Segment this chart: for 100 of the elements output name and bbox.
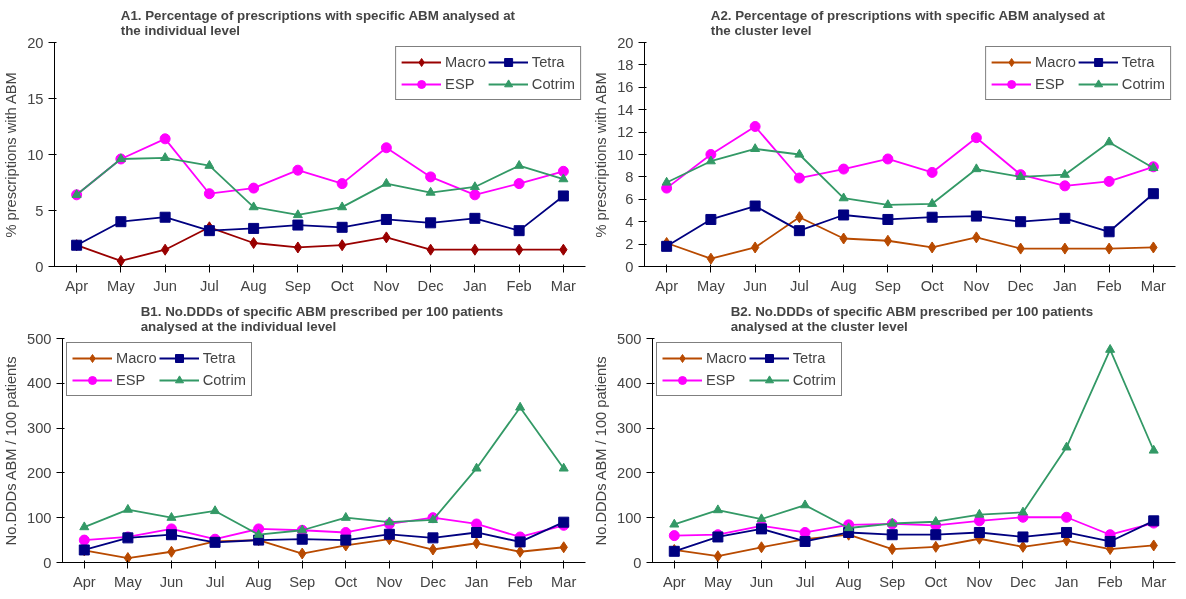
y-tick-label: 400 (617, 375, 642, 392)
legend-label: ESP (445, 76, 475, 92)
y-tick-label: 0 (625, 258, 634, 275)
y-axis-title: No.DDDs ABM / 100 patients (3, 356, 20, 546)
x-tick-label: Jun (743, 277, 767, 294)
legend-label: Tetra (202, 350, 236, 366)
x-tick-label: Jan (1053, 277, 1077, 294)
y-tick-label: 8 (625, 168, 634, 185)
x-tick-label: Jan (463, 277, 487, 294)
x-tick-label: Sep (284, 277, 311, 294)
x-tick-label: Aug (835, 573, 862, 590)
y-tick-label: 20 (27, 34, 44, 51)
y-axis-title: % prescriptions with ABM (593, 72, 610, 238)
y-axis-title: No.DDDs ABM / 100 patients (593, 356, 610, 546)
x-tick-label: Dec (1009, 573, 1036, 590)
x-tick-label: Jun (159, 573, 184, 590)
y-tick-label: 10 (27, 146, 44, 163)
x-tick-label: Mar (1141, 573, 1167, 590)
legend-label: ESP (116, 372, 146, 388)
y-tick-label: 500 (27, 330, 52, 347)
x-tick-label: May (114, 573, 143, 590)
x-tick-label: Oct (924, 573, 948, 590)
y-tick-label: 18 (617, 56, 634, 73)
y-tick-label: 15 (27, 90, 44, 107)
legend-label: Cotrim (1121, 76, 1165, 92)
x-tick-label: May (697, 277, 726, 294)
legend-label: Macro (445, 54, 486, 70)
x-tick-label: Aug (830, 277, 857, 294)
legend-label: ESP (706, 372, 736, 388)
x-tick-label: Feb (1097, 573, 1123, 590)
x-tick-label: Apr (72, 573, 96, 590)
y-tick-label: 100 (27, 509, 52, 526)
y-tick-label: 6 (625, 191, 634, 208)
legend-label: Macro (706, 350, 747, 366)
x-tick-label: Apr (655, 277, 679, 294)
x-tick-label: Oct (330, 277, 354, 294)
x-tick-label: Mar (1140, 277, 1167, 294)
x-tick-label: Dec (417, 277, 444, 294)
x-tick-label: Oct (334, 573, 358, 590)
legend-label: Tetra (792, 350, 826, 366)
x-tick-label: Aug (240, 277, 267, 294)
x-tick-label: Mar (550, 277, 577, 294)
chart-title: B2. No.DDDs of specific ABM prescribed per 100 patients analysed at the cluster level (730, 303, 1094, 334)
y-tick-label: 10 (617, 146, 634, 163)
y-tick-label: 20 (617, 34, 634, 51)
legend-label: Tetra (1121, 54, 1155, 70)
y-axis-title: % prescriptions with ABM (3, 72, 20, 238)
x-tick-label: Sep (874, 277, 901, 294)
x-tick-label: Nov (373, 277, 401, 294)
y-tick-label: 300 (27, 420, 52, 437)
x-tick-label: Apr (662, 573, 686, 590)
y-tick-label: 200 (617, 464, 642, 481)
legend-label: Macro (1035, 54, 1076, 70)
y-tick-label: 12 (617, 124, 634, 141)
x-tick-label: Jan (464, 573, 489, 590)
y-tick-label: 0 (43, 554, 52, 571)
y-tick-label: 5 (35, 202, 44, 219)
y-tick-label: 200 (27, 464, 52, 481)
x-tick-label: Feb (507, 573, 533, 590)
x-tick-label: Dec (419, 573, 446, 590)
x-tick-label: Feb (1096, 277, 1122, 294)
y-tick-label: 400 (27, 375, 52, 392)
x-tick-label: May (107, 277, 136, 294)
chart-title: B1. No.DDDs of specific ABM prescribed per 100 patients analysed at the individual level (140, 303, 504, 334)
x-tick-label: Jun (749, 573, 774, 590)
chart-title: A1. Percentage of prescriptions with specific ABM analysed at the individual level (120, 7, 516, 38)
legend-label: Cotrim (792, 372, 836, 388)
y-tick-label: 16 (617, 79, 634, 96)
x-tick-label: Jul (795, 573, 815, 590)
legend-label: ESP (1035, 76, 1065, 92)
x-tick-label: Aug (245, 573, 272, 590)
x-tick-label: Oct (920, 277, 944, 294)
y-tick-label: 300 (617, 420, 642, 437)
x-tick-label: Jul (200, 277, 219, 294)
y-tick-label: 2 (625, 236, 634, 253)
chart-title: A2. Percentage of prescriptions with specific ABM analysed at the cluster level (710, 7, 1106, 38)
x-tick-label: Nov (963, 277, 991, 294)
y-tick-label: 500 (617, 330, 642, 347)
x-tick-label: Nov (966, 573, 994, 590)
x-tick-label: Apr (65, 277, 89, 294)
y-tick-label: 4 (625, 213, 634, 230)
legend-label: Tetra (531, 54, 565, 70)
y-tick-label: 0 (633, 554, 642, 571)
y-tick-label: 14 (617, 101, 634, 118)
x-tick-label: May (704, 573, 733, 590)
y-tick-label: 100 (617, 509, 642, 526)
x-tick-label: Mar (551, 573, 577, 590)
x-tick-label: Jul (790, 277, 809, 294)
y-tick-label: 0 (35, 258, 44, 275)
x-tick-label: Dec (1007, 277, 1034, 294)
legend-label: Cotrim (202, 372, 246, 388)
x-tick-label: Jun (153, 277, 177, 294)
x-tick-label: Nov (376, 573, 404, 590)
x-tick-label: Jul (205, 573, 225, 590)
x-tick-label: Sep (879, 573, 906, 590)
x-tick-label: Sep (289, 573, 316, 590)
legend-label: Cotrim (531, 76, 575, 92)
legend-label: Macro (116, 350, 157, 366)
x-tick-label: Feb (506, 277, 532, 294)
x-tick-label: Jan (1054, 573, 1079, 590)
